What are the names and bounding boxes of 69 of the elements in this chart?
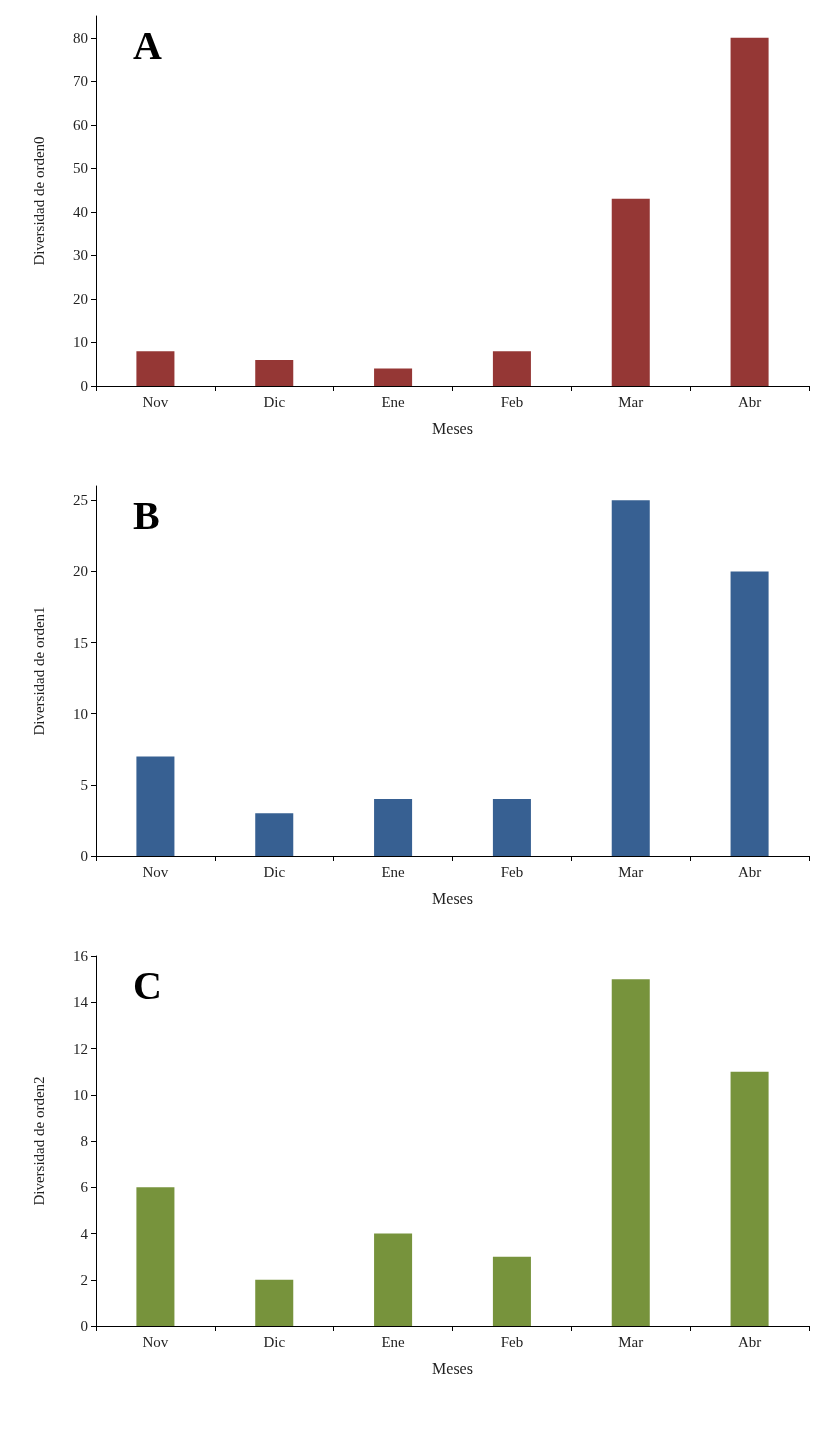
- chart-title: A: [133, 22, 162, 68]
- bar: [255, 359, 294, 386]
- y-tick-label: 20: [73, 563, 88, 580]
- bar: [730, 571, 769, 856]
- x-tick-label: Abr: [737, 1333, 762, 1350]
- y-axis-title: Diversidad de orden0: [30, 136, 47, 266]
- chart-title: B: [133, 492, 160, 538]
- bar: [611, 979, 650, 1326]
- y-tick-label: 25: [73, 492, 88, 509]
- bar: [255, 813, 294, 856]
- y-tick-label: 16: [73, 948, 89, 964]
- x-tick-label: Nov: [142, 863, 169, 880]
- y-tick-label: 14: [73, 994, 89, 1011]
- bar: [374, 368, 413, 386]
- y-tick-label: 60: [73, 116, 88, 133]
- y-tick-label: 80: [73, 29, 88, 46]
- y-tick-label: 4: [80, 1225, 89, 1242]
- y-tick-label: 0: [80, 1318, 88, 1334]
- bar: [136, 756, 175, 856]
- y-tick-label: 20: [73, 290, 88, 307]
- y-tick-label: 10: [73, 334, 88, 351]
- x-tick-label: Dic: [263, 1333, 286, 1350]
- x-tick-label: Abr: [737, 393, 762, 410]
- bar: [730, 37, 769, 386]
- x-tick-label: Mar: [618, 863, 644, 880]
- x-tick-label: Ene: [381, 1333, 406, 1350]
- chart-title: C: [133, 962, 162, 1008]
- bar: [492, 1256, 531, 1326]
- x-tick-label: Feb: [500, 863, 524, 880]
- y-tick-label: 70: [73, 73, 88, 90]
- x-tick-label: Feb: [500, 1333, 524, 1350]
- y-tick-label: 2: [80, 1271, 88, 1288]
- x-tick-label: Dic: [263, 863, 286, 880]
- x-tick-label: Mar: [618, 393, 644, 410]
- y-tick-label: 10: [73, 705, 88, 722]
- y-axis-title: Diversidad de orden2: [30, 1076, 47, 1206]
- bar: [136, 1187, 175, 1326]
- bar: [255, 1279, 294, 1326]
- y-tick-label: 10: [73, 1086, 88, 1103]
- x-tick-label: Nov: [142, 1333, 169, 1350]
- bar: [730, 1071, 769, 1326]
- y-tick-label: 40: [73, 203, 88, 220]
- y-tick-label: 15: [73, 634, 88, 651]
- x-tick-label: Feb: [500, 393, 524, 410]
- bar: [136, 351, 175, 386]
- bar: [492, 351, 531, 386]
- y-tick-label: 12: [73, 1040, 88, 1057]
- y-tick-label: 50: [73, 160, 88, 177]
- x-tick-label: Ene: [381, 863, 406, 880]
- x-axis-title: Meses: [432, 419, 473, 437]
- bar: [374, 799, 413, 856]
- y-axis-title: Diversidad de orden1: [30, 606, 47, 736]
- bar: [611, 198, 650, 386]
- y-tick-label: 0: [80, 378, 88, 394]
- x-axis-title: Meses: [432, 1359, 473, 1377]
- bar: [611, 500, 650, 856]
- x-tick-label: Dic: [263, 393, 286, 410]
- y-tick-label: 6: [80, 1179, 89, 1196]
- x-axis-title: Meses: [432, 889, 473, 907]
- bar: [492, 799, 531, 856]
- y-tick-label: 5: [80, 776, 88, 793]
- x-tick-label: Nov: [142, 393, 169, 410]
- x-tick-label: Abr: [737, 863, 762, 880]
- y-tick-label: 0: [80, 848, 88, 864]
- x-tick-label: Ene: [381, 393, 406, 410]
- y-tick-label: 30: [73, 247, 88, 264]
- bar: [374, 1233, 413, 1326]
- x-tick-label: Mar: [618, 1333, 644, 1350]
- y-tick-label: 8: [80, 1133, 88, 1149]
